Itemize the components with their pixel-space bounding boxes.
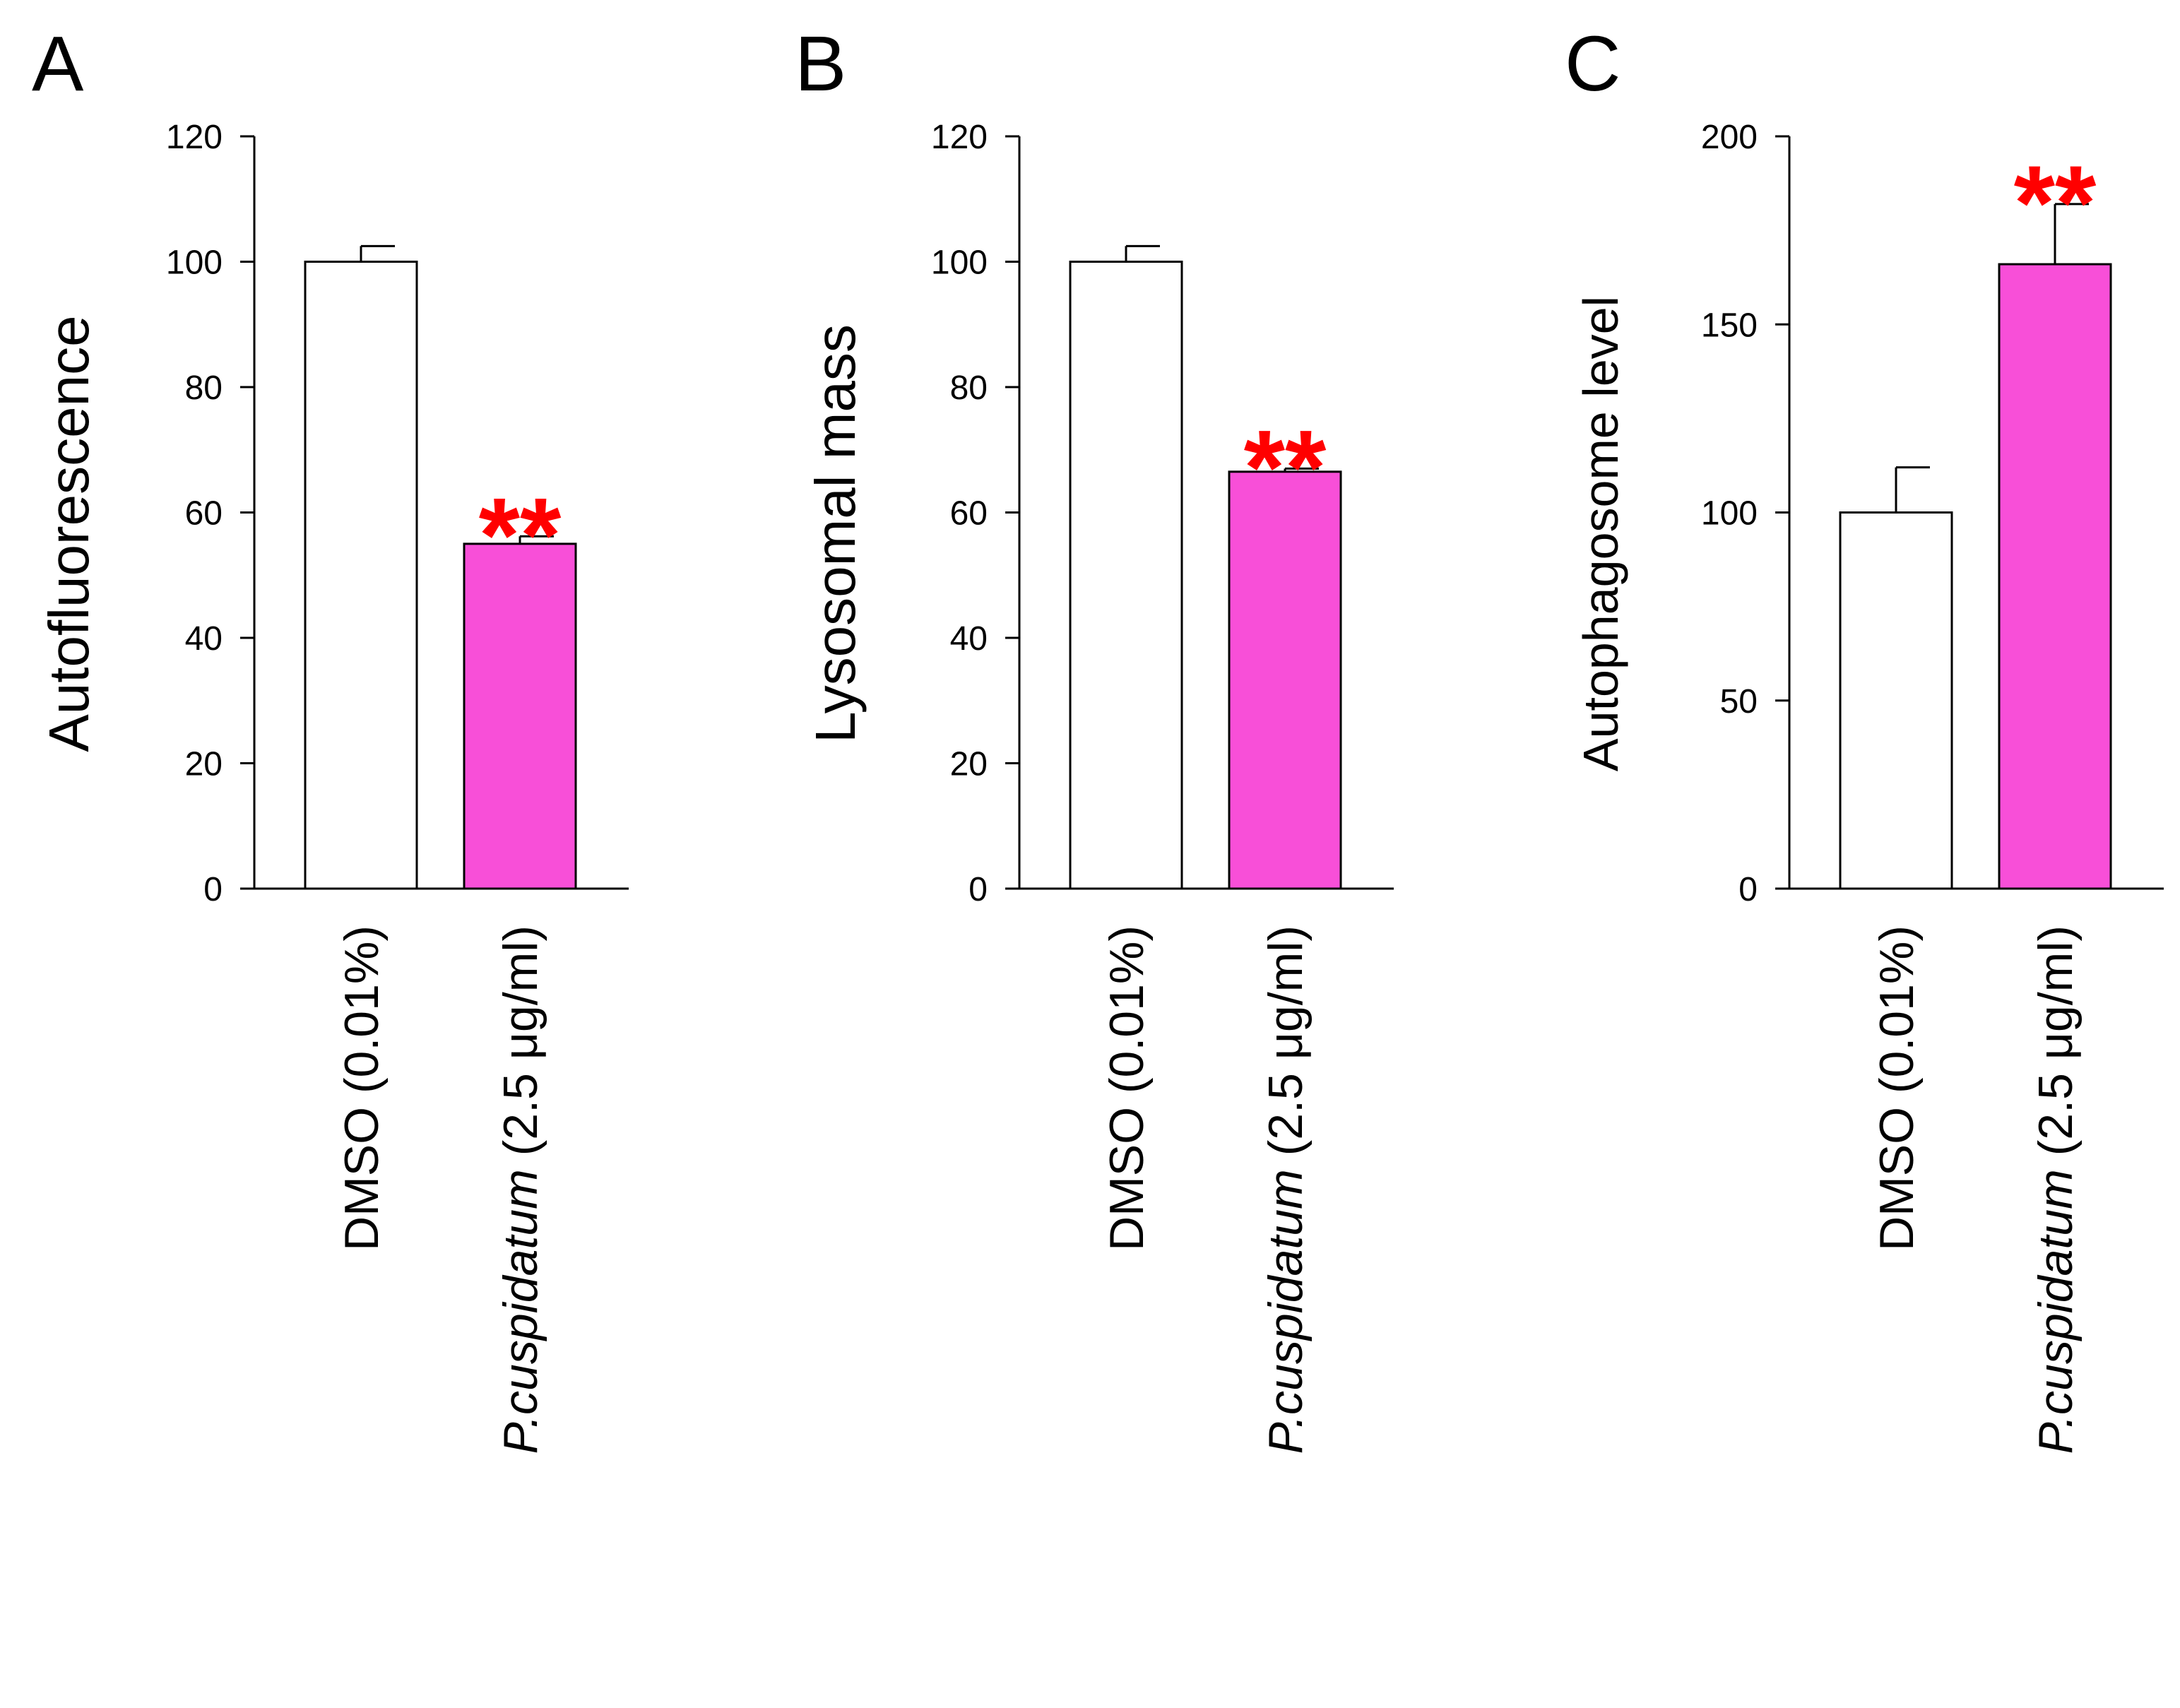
category-label-dmso: DMSO (0.01%)	[1870, 925, 1924, 1251]
y-tick-label: 0	[968, 871, 988, 908]
y-tick-label: 0	[203, 871, 223, 908]
y-tick-label: 40	[185, 620, 223, 658]
category-label-text: (2.5 μg/ml)	[494, 925, 547, 1169]
y-tick-label: 20	[185, 746, 223, 783]
category-label-p-cuspidatum: P.cuspidatum (2.5 μg/ml)	[494, 925, 547, 1454]
category-label-species: P.cuspidatum	[494, 1169, 547, 1454]
category-label-text: DMSO (0.01%)	[1870, 925, 1924, 1251]
significance-marker: **	[479, 475, 562, 594]
y-axis-title: Lysosomal mass	[804, 324, 867, 743]
y-tick-label: 50	[1720, 683, 1758, 720]
y-axis-title: Autofluorescence	[37, 315, 100, 752]
y-tick-label: 0	[1738, 871, 1758, 908]
y-tick-label: 60	[185, 495, 223, 533]
y-axis-title: Autophagosome level	[1573, 296, 1628, 771]
y-tick-label: 80	[950, 369, 988, 407]
y-tick-label: 200	[1701, 119, 1758, 156]
category-label-dmso: DMSO (0.01%)	[1100, 925, 1154, 1251]
bar-dmso	[304, 261, 418, 890]
panel-letter-b: B	[795, 20, 846, 107]
bar-p-cuspidatum	[1998, 263, 2112, 890]
y-tick-label: 100	[931, 244, 988, 282]
panel-letter-a: A	[32, 20, 84, 107]
bar-dmso	[1839, 511, 1953, 890]
y-tick-label: 20	[950, 746, 988, 783]
category-label-dmso: DMSO (0.01%)	[335, 925, 389, 1251]
category-label-species: P.cuspidatum	[2029, 1169, 2083, 1454]
y-tick-label: 120	[931, 119, 988, 156]
category-label-p-cuspidatum: P.cuspidatum (2.5 μg/ml)	[1259, 925, 1313, 1454]
y-tick-label: 60	[950, 495, 988, 533]
category-label-text: DMSO (0.01%)	[1100, 925, 1154, 1251]
category-label-species: P.cuspidatum	[1259, 1169, 1313, 1454]
y-tick-label: 100	[166, 244, 223, 282]
y-tick-label: 80	[185, 369, 223, 407]
y-tick-label: 150	[1701, 307, 1758, 344]
category-label-text: (2.5 μg/ml)	[1259, 925, 1313, 1169]
y-tick-label: 100	[1701, 495, 1758, 533]
category-label-p-cuspidatum: P.cuspidatum (2.5 μg/ml)	[2029, 925, 2083, 1454]
bar-p-cuspidatum	[463, 542, 577, 890]
y-tick-label: 120	[166, 119, 223, 156]
category-label-text: DMSO (0.01%)	[335, 925, 389, 1251]
significance-marker: **	[2014, 143, 2097, 262]
bar-p-cuspidatum	[1228, 470, 1342, 890]
significance-marker: **	[1244, 408, 1327, 526]
panel-letter-c: C	[1565, 20, 1621, 107]
y-tick-label: 40	[950, 620, 988, 658]
category-label-text: (2.5 μg/ml)	[2029, 925, 2083, 1169]
bar-dmso	[1069, 261, 1183, 890]
